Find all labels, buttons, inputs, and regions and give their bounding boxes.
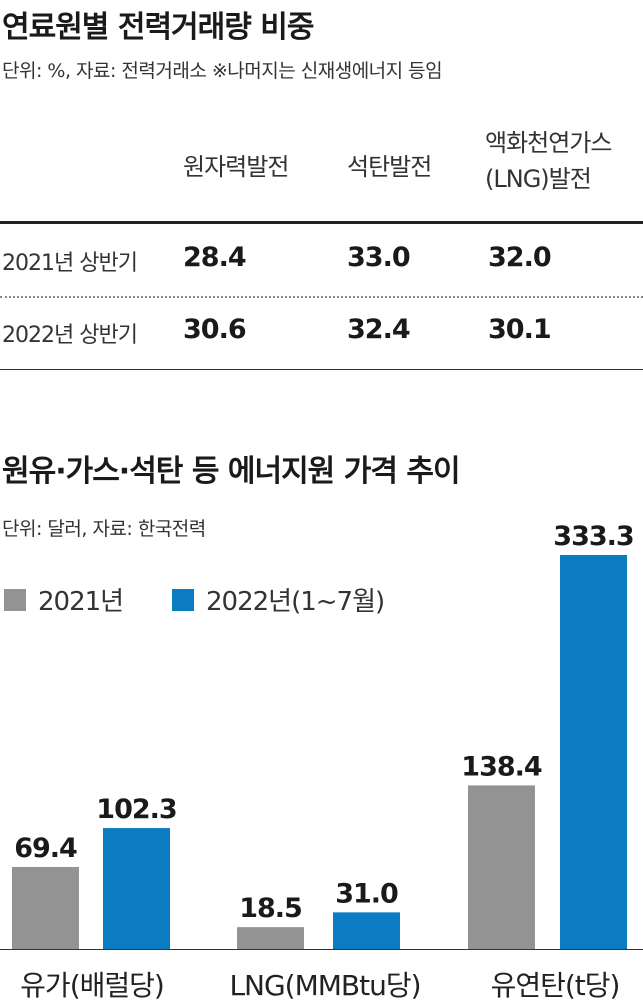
bar-value-label: 69.4 xyxy=(14,833,77,864)
bar-value-label: 138.4 xyxy=(461,751,542,782)
chart-source: 단위: 달러, 자료: 한국전력 xyxy=(2,518,206,540)
bar-value-label: 102.3 xyxy=(96,794,176,825)
x-tick-label: 유연탄(t당) xyxy=(491,969,620,1002)
bar-2021-0 xyxy=(12,866,79,949)
legend-swatch-2021 xyxy=(4,589,26,611)
table-source: 단위: %, 자료: 전력거래소 ※나머지는 신재생에너지 등임 xyxy=(2,60,443,82)
bar-2022-1 xyxy=(333,912,400,949)
table-title: 연료원별 전력거래량 비중 xyxy=(2,10,314,45)
column-header-coal: 석탄발전 xyxy=(347,153,432,181)
column-header-lng-line2: (LNG)발전 xyxy=(485,165,592,193)
legend-swatch-2022 xyxy=(172,589,194,611)
row-label-2021: 2021년 상반기 xyxy=(2,251,138,276)
chart-title: 원유·가스·석탄 등 에너지원 가격 추이 xyxy=(2,454,461,489)
cell-2021-nuclear: 28.4 xyxy=(183,242,247,273)
cell-2022-lng: 30.1 xyxy=(488,314,552,345)
bar-value-label: 18.5 xyxy=(239,893,302,924)
row-label-2022: 2022년 상반기 xyxy=(2,323,138,348)
table-header-rule xyxy=(0,221,643,224)
x-tick-label: LNG(MMBtu당) xyxy=(229,969,420,1002)
table-bottom-rule xyxy=(0,369,643,370)
legend-label-2021: 2021년 xyxy=(38,587,124,617)
cell-2021-lng: 32.0 xyxy=(488,242,552,273)
cell-2021-coal: 33.0 xyxy=(347,242,411,273)
bar-value-label: 333.3 xyxy=(553,521,633,552)
bar-2021-2 xyxy=(468,785,535,949)
column-header-nuclear: 원자력발전 xyxy=(183,153,289,181)
bar-2021-1 xyxy=(237,927,304,949)
cell-2022-coal: 32.4 xyxy=(347,314,411,345)
table-row-divider xyxy=(0,296,643,298)
legend-label-2022: 2022년(1~7월) xyxy=(206,587,385,617)
cell-2022-nuclear: 30.6 xyxy=(183,314,247,345)
x-tick-label: 유가(배럴당) xyxy=(20,969,164,1002)
bar-2022-2 xyxy=(560,555,627,949)
bar-2022-0 xyxy=(103,828,170,949)
column-header-lng-line1: 액화천연가스 xyxy=(485,129,612,157)
bar-value-label: 31.0 xyxy=(335,878,398,909)
